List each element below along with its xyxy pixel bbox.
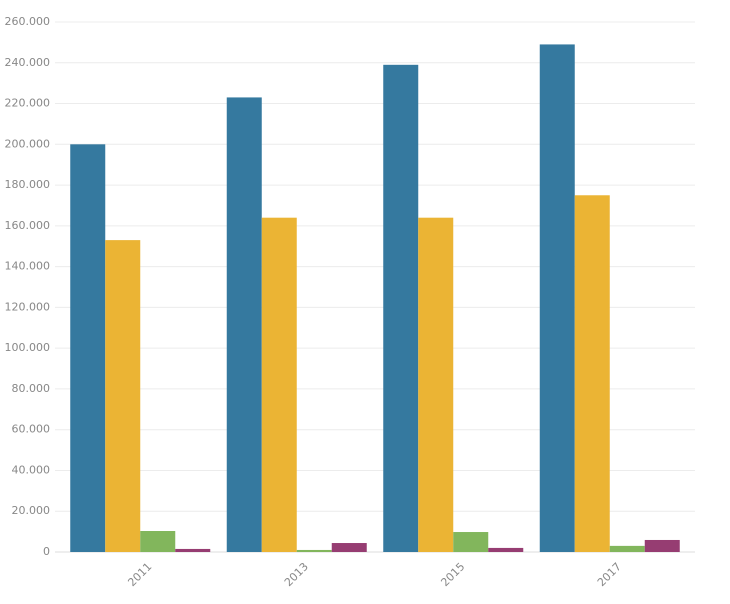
y-tick-label: 100.000 <box>5 341 51 354</box>
bar <box>383 64 419 553</box>
y-tick-label: 240.000 <box>5 56 51 69</box>
y-tick-label: 260.000 <box>5 15 51 28</box>
y-tick-label: 220.000 <box>5 97 51 110</box>
y-tick-label: 180.000 <box>5 178 51 191</box>
bar <box>418 217 454 552</box>
bar <box>609 545 645 552</box>
bar <box>70 144 106 553</box>
bar <box>453 532 489 552</box>
y-tick-label: 200.000 <box>5 137 51 150</box>
x-tick-label: 2015 <box>438 560 467 589</box>
y-tick-label: 120.000 <box>5 300 51 313</box>
x-tick-label: 2017 <box>595 560 624 589</box>
y-tick-label: 140.000 <box>5 260 51 273</box>
bar <box>331 543 367 552</box>
y-tick-label: 0 <box>43 545 50 558</box>
bar <box>644 539 680 552</box>
bar <box>539 44 575 553</box>
bar <box>140 531 176 552</box>
y-tick-label: 80.000 <box>12 382 51 395</box>
bar <box>574 195 610 552</box>
bar <box>175 548 211 552</box>
y-tick-label: 20.000 <box>12 504 51 517</box>
y-tick-label: 60.000 <box>12 423 51 436</box>
y-tick-label: 160.000 <box>5 219 51 232</box>
bar <box>488 547 524 552</box>
bar <box>296 549 332 552</box>
bar <box>105 240 141 552</box>
bar <box>226 97 262 552</box>
bar <box>261 217 297 552</box>
x-tick-label: 2013 <box>282 560 311 589</box>
x-tick-label: 2011 <box>125 560 154 589</box>
y-tick-label: 40.000 <box>12 463 51 476</box>
